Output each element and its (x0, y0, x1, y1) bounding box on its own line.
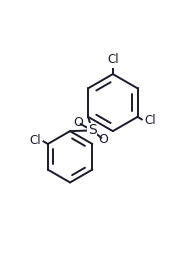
Text: Cl: Cl (29, 134, 41, 147)
Text: Cl: Cl (145, 114, 156, 127)
Text: O: O (99, 133, 109, 146)
Text: Cl: Cl (107, 53, 119, 66)
Text: O: O (73, 116, 83, 129)
Text: S: S (88, 123, 97, 137)
